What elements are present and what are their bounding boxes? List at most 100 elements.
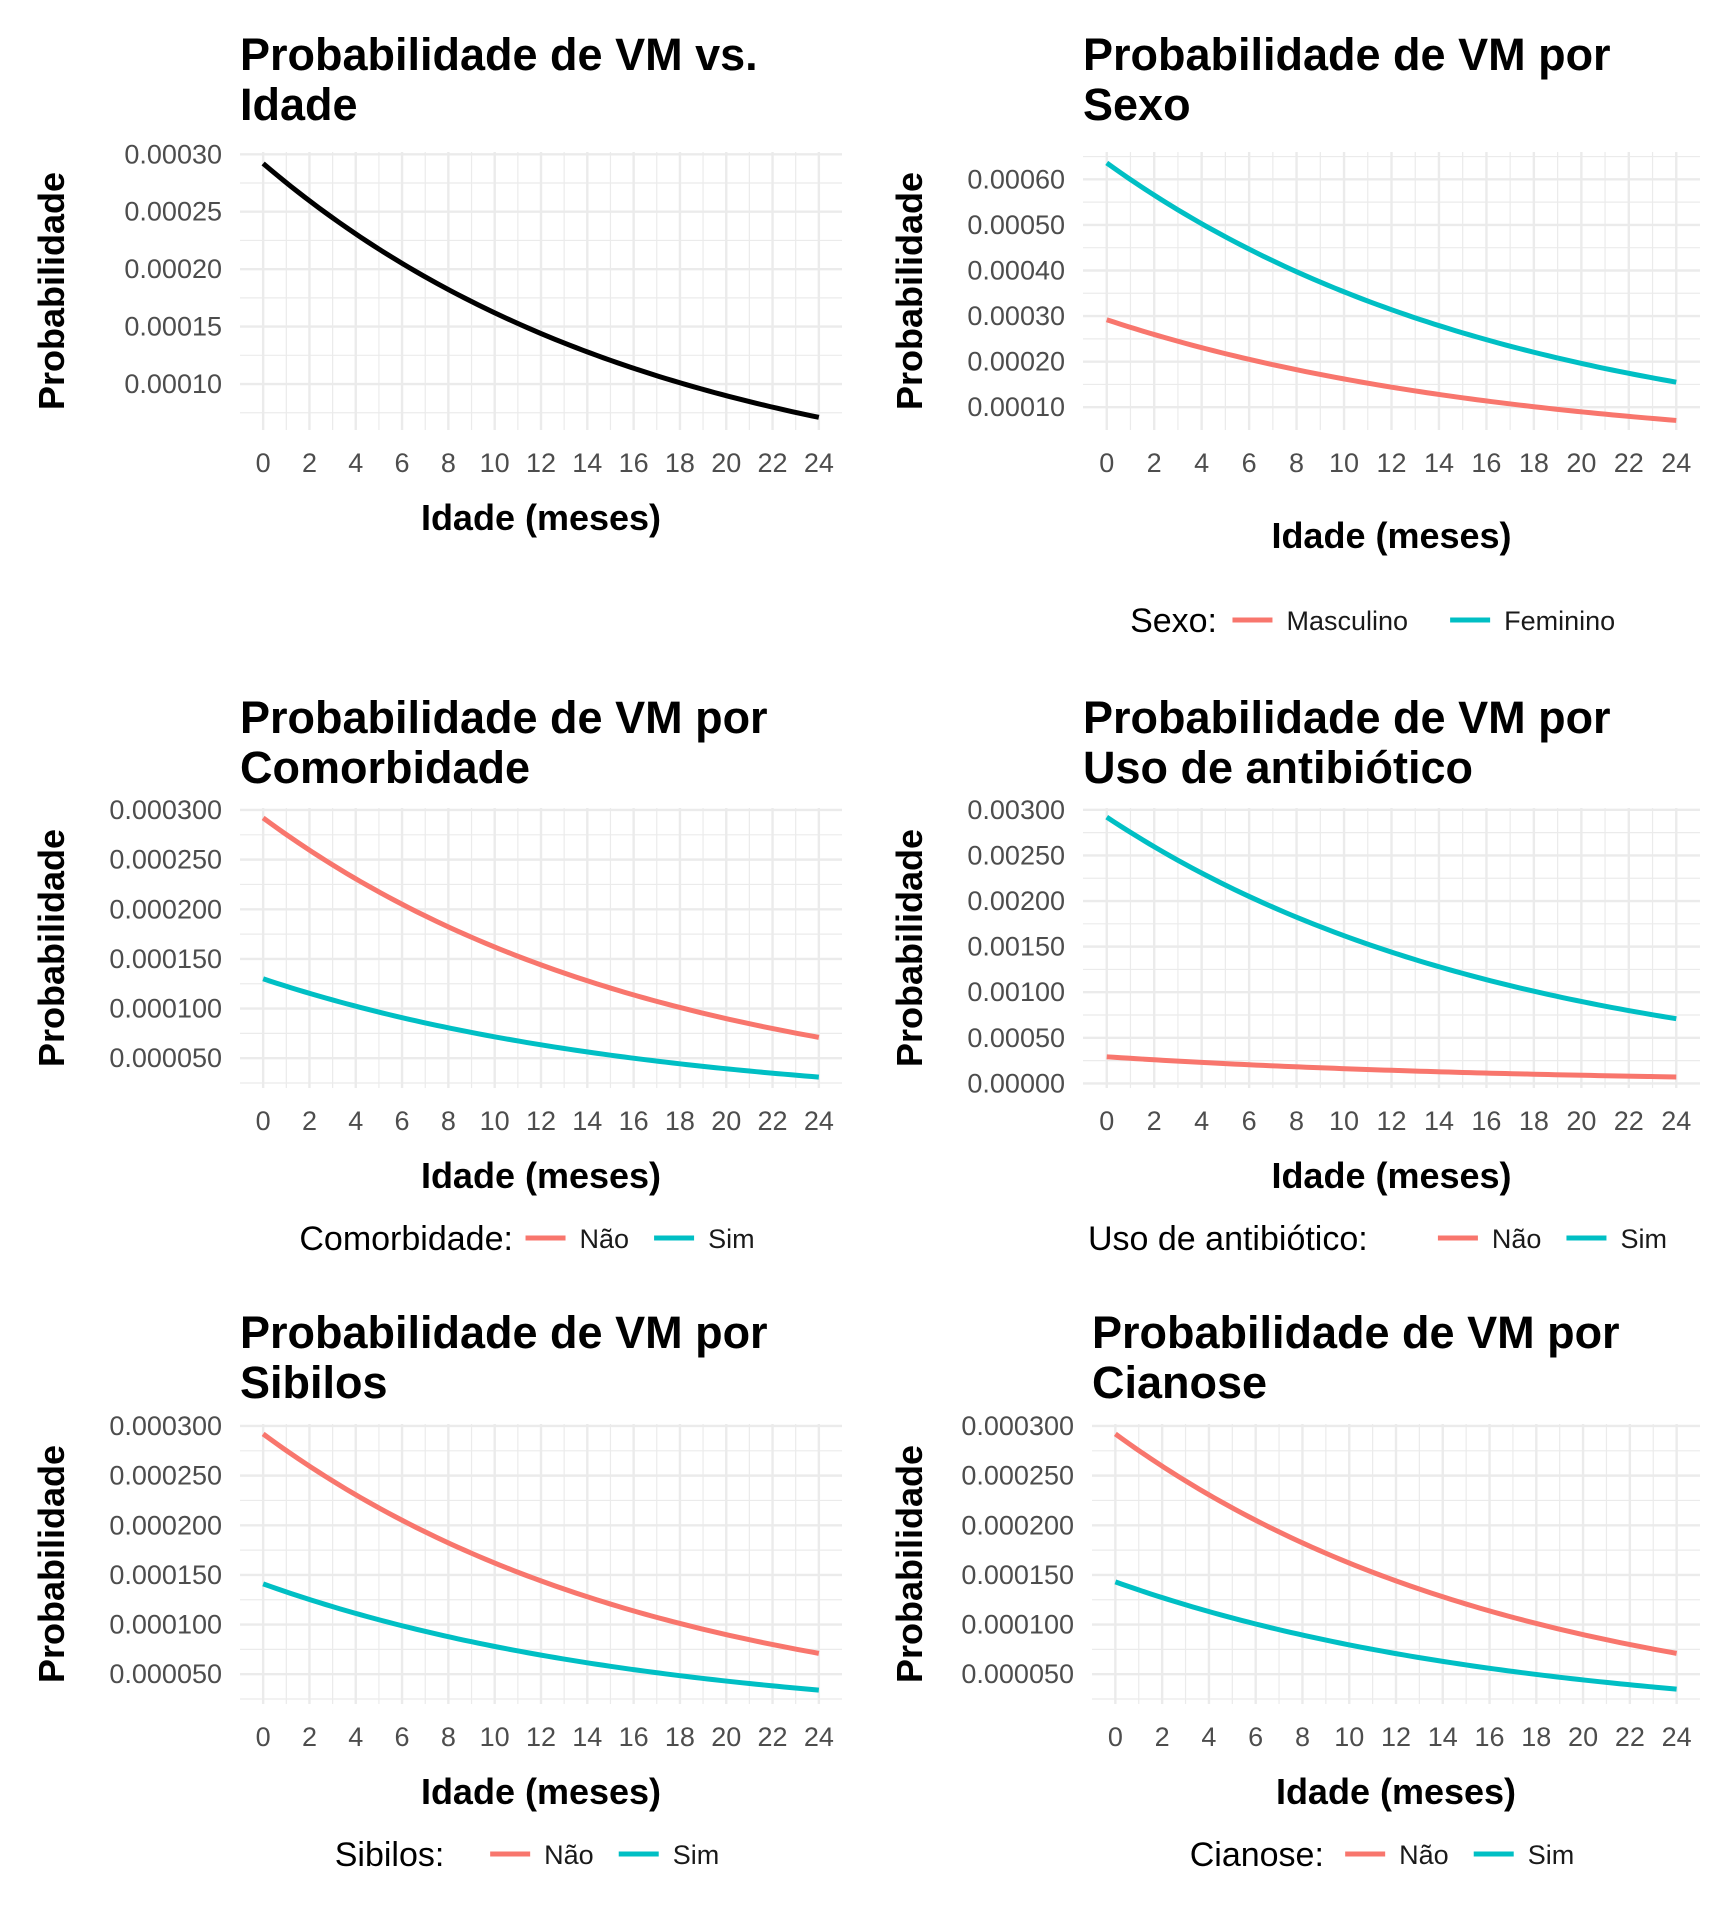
- legend-title: Sibilos:: [335, 1836, 445, 1874]
- y-tick-label: 0.00000: [967, 1068, 1065, 1098]
- series-line-2: [1105, 160, 1677, 385]
- y-tick-label: 0.000150: [961, 1560, 1074, 1590]
- x-tick-label: 14: [1428, 1722, 1458, 1752]
- x-axis-label: Idade (meses): [421, 1155, 661, 1196]
- x-tick-label: 12: [526, 1722, 556, 1752]
- legend-label-1: Não: [1399, 1840, 1449, 1870]
- x-tick-label: 12: [526, 1106, 556, 1136]
- y-tick-label: 0.000150: [109, 944, 222, 974]
- x-tick-label: 0: [1099, 1106, 1114, 1136]
- x-tick-label: 2: [302, 1106, 317, 1136]
- x-tick-label: 24: [804, 448, 834, 478]
- y-tick-label: 0.00020: [967, 347, 1065, 377]
- x-tick-label: 18: [665, 1106, 695, 1136]
- x-tick-label: 22: [758, 448, 788, 478]
- x-tick-label: 6: [395, 448, 410, 478]
- x-tick-label: 18: [665, 448, 695, 478]
- chart-title-line: Probabilidade de VM por: [1083, 692, 1611, 743]
- x-tick-label: 16: [1471, 1106, 1501, 1136]
- plot-grid: [240, 152, 842, 430]
- series-line-1: [261, 161, 820, 420]
- x-tick-label: 22: [1615, 1722, 1645, 1752]
- series-line-1: [261, 1431, 820, 1656]
- x-tick-label: 6: [1242, 448, 1257, 478]
- plot-grid: [240, 808, 842, 1088]
- chart-title-line: Comorbidade: [240, 742, 530, 793]
- y-tick-label: 0.000200: [109, 1510, 222, 1540]
- x-tick-label: 18: [1519, 448, 1549, 478]
- legend-title: Uso de antibiótico:: [1088, 1220, 1368, 1258]
- x-tick-label: 4: [1194, 448, 1209, 478]
- series-line-1: [261, 815, 820, 1040]
- x-tick-label: 4: [348, 1106, 363, 1136]
- legend-label-1: Masculino: [1286, 606, 1408, 636]
- chart-title: Probabilidade de VM vs. Idade: [240, 29, 758, 130]
- y-tick-label: 0.000100: [109, 1610, 222, 1640]
- y-tick-label: 0.000300: [109, 795, 222, 825]
- x-axis-label: Idade (meses): [1276, 1771, 1516, 1812]
- y-axis-label: Probabilidade: [31, 1445, 72, 1683]
- y-tick-label: 0.00030: [967, 301, 1065, 331]
- y-tick-label: 0.000200: [109, 894, 222, 924]
- x-tick-label: 12: [1381, 1722, 1411, 1752]
- x-tick-label: 20: [1566, 448, 1596, 478]
- x-tick-label: 0: [256, 1722, 271, 1752]
- y-tick-label: 0.00100: [967, 977, 1065, 1007]
- x-tick-label: 2: [1147, 448, 1162, 478]
- x-tick-label: 20: [1568, 1722, 1598, 1752]
- legend: Comorbidade: Não Sim: [299, 1220, 754, 1258]
- chart-title: Probabilidade de VM por Sexo: [1083, 29, 1611, 130]
- y-tick-label: 0.00200: [967, 886, 1065, 916]
- legend-label-2: Sim: [1620, 1224, 1667, 1254]
- chart-title-line: Sibilos: [240, 1357, 388, 1408]
- series-line-2: [1114, 1579, 1677, 1692]
- legend-label-1: Não: [580, 1224, 630, 1254]
- x-tick-label: 20: [1566, 1106, 1596, 1136]
- x-tick-label: 6: [1242, 1106, 1257, 1136]
- x-tick-label: 18: [665, 1722, 695, 1752]
- x-axis-label: Idade (meses): [421, 497, 661, 538]
- y-tick-label: 0.000150: [109, 1560, 222, 1590]
- chart-title-line: Probabilidade de VM por: [1083, 29, 1611, 80]
- y-tick-label: 0.000100: [109, 994, 222, 1024]
- x-tick-label: 0: [1099, 448, 1114, 478]
- y-tick-label: 0.00020: [124, 254, 222, 284]
- x-tick-label: 6: [1248, 1722, 1263, 1752]
- series-line-1: [1113, 1431, 1678, 1656]
- chart-panel-5: Probabilidade de VM por Sibilos 0.000050 0.…: [31, 1307, 842, 1874]
- y-tick-label: 0.00300: [967, 795, 1065, 825]
- x-tick-label: 12: [1376, 1106, 1406, 1136]
- x-tick-label: 0: [256, 448, 271, 478]
- chart-panel-2: Probabilidade de VM por Sexo 0.00010 0.0002…: [889, 29, 1700, 640]
- x-tick-label: 4: [348, 448, 363, 478]
- y-tick-label: 0.00050: [967, 210, 1065, 240]
- series-line-2: [262, 1581, 820, 1693]
- x-tick-label: 8: [1289, 1106, 1304, 1136]
- legend: Sexo: Masculino Feminino: [1130, 602, 1615, 640]
- legend-label-2: Sim: [1528, 1840, 1575, 1870]
- chart-title-line: Probabilidade de VM por: [240, 692, 768, 743]
- y-tick-label: 0.00150: [967, 932, 1065, 962]
- y-axis-label: Probabilidade: [889, 829, 930, 1067]
- x-tick-label: 14: [572, 1722, 602, 1752]
- y-tick-label: 0.000050: [109, 1659, 222, 1689]
- chart-title-line: Cianose: [1092, 1357, 1267, 1408]
- x-tick-label: 6: [395, 1106, 410, 1136]
- chart-title-line: Idade: [240, 79, 358, 130]
- chart-title: Probabilidade de VM por Uso de antibiótic…: [1083, 692, 1611, 793]
- x-tick-label: 4: [1194, 1106, 1209, 1136]
- x-tick-label: 16: [1475, 1722, 1505, 1752]
- x-tick-label: 16: [1471, 448, 1501, 478]
- x-tick-label: 10: [1329, 1106, 1359, 1136]
- legend: Cianose: Não Sim: [1190, 1836, 1574, 1874]
- y-tick-label: 0.000250: [109, 845, 222, 875]
- x-tick-label: 24: [804, 1106, 834, 1136]
- y-axis-label: Probabilidade: [889, 1445, 930, 1683]
- y-tick-label: 0.000250: [109, 1461, 222, 1491]
- series-line-1: [1106, 1054, 1677, 1080]
- x-tick-label: 22: [1614, 448, 1644, 478]
- chart-title-line: Probabilidade de VM por: [1092, 1307, 1620, 1358]
- legend-title: Sexo:: [1130, 602, 1217, 640]
- plot-grid: [240, 1424, 842, 1704]
